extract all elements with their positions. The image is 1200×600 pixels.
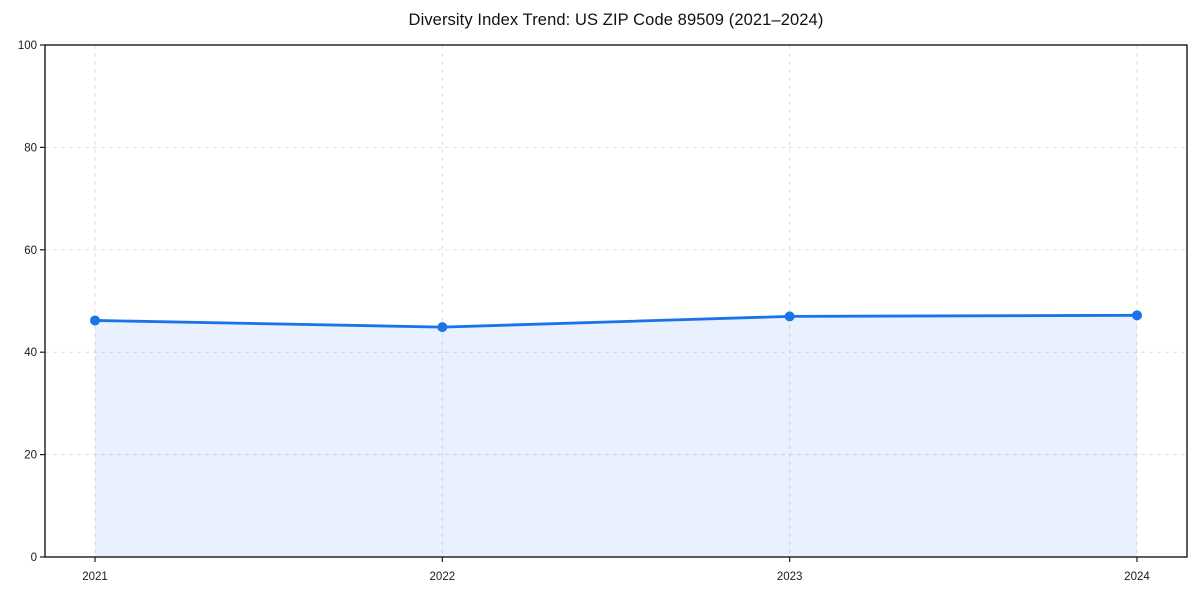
y-tick-label: 80 <box>24 142 37 154</box>
x-tick-label: 2024 <box>1124 571 1150 583</box>
data-point-2022 <box>437 322 448 333</box>
x-tick-label: 2022 <box>430 571 456 583</box>
x-tick-label: 2021 <box>82 571 108 583</box>
y-tick-label: 20 <box>24 450 37 462</box>
y-tick-label: 60 <box>24 245 37 257</box>
x-tick-label: 2023 <box>777 571 803 583</box>
y-tick-label: 100 <box>18 40 37 52</box>
data-point-2024 <box>1131 310 1142 321</box>
data-point-2023 <box>784 311 795 322</box>
y-tick-label: 40 <box>24 347 37 359</box>
y-tick-label: 0 <box>31 552 37 564</box>
trend-line <box>93 313 1139 329</box>
data-point-2021 <box>90 315 101 326</box>
plot-border <box>44 44 1188 558</box>
area-fill <box>95 315 1137 557</box>
chart-title: Diversity Index Trend: US ZIP Code 89509… <box>408 11 824 29</box>
